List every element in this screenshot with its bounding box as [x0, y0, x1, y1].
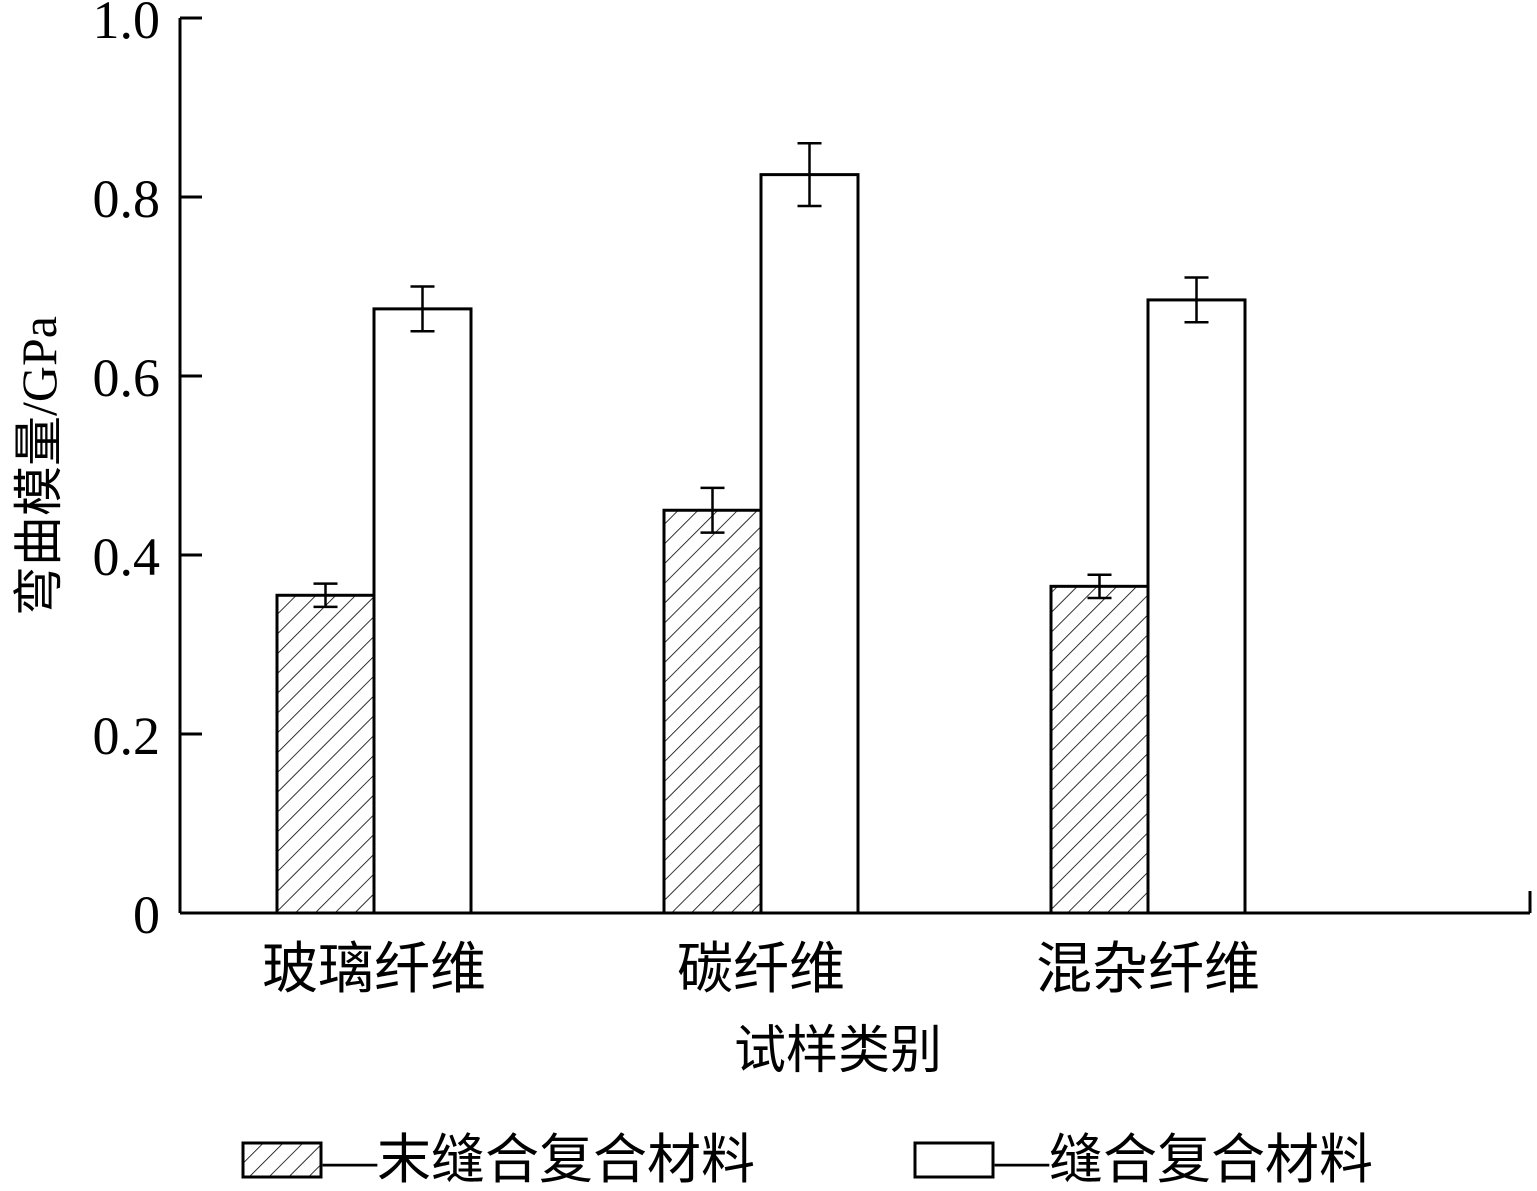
y-tick-label: 0	[133, 885, 160, 945]
bar	[662, 508, 763, 915]
bar	[1146, 298, 1247, 915]
legend-label: —末缝合复合材料	[322, 1130, 755, 1190]
bar	[275, 593, 376, 915]
legend-swatch	[241, 1141, 323, 1179]
bar	[372, 307, 473, 915]
legend: —末缝合复合材料 —缝合复合材料	[241, 1130, 1373, 1190]
x-tick-label: 玻璃纤维	[262, 939, 486, 1001]
x-axis-title: 试样类别	[734, 1023, 942, 1080]
y-tick-label: 0.2	[93, 706, 161, 766]
y-tick-label: 0.8	[93, 169, 161, 229]
bars	[275, 142, 1247, 915]
bar	[1049, 584, 1150, 915]
legend-label: —缝合复合材料	[994, 1130, 1373, 1190]
bar	[759, 173, 860, 915]
y-tick-label: 0.4	[93, 527, 161, 587]
y-tick-label: 1.0	[93, 0, 161, 50]
x-tick-label: 混杂纤维	[1036, 939, 1260, 1001]
y-axis-title: 弯曲模量/GPa	[11, 316, 67, 616]
legend-swatch	[913, 1141, 995, 1179]
y-tick-label: 0.6	[93, 348, 161, 408]
x-tick-label: 碳纤维	[677, 939, 845, 1001]
